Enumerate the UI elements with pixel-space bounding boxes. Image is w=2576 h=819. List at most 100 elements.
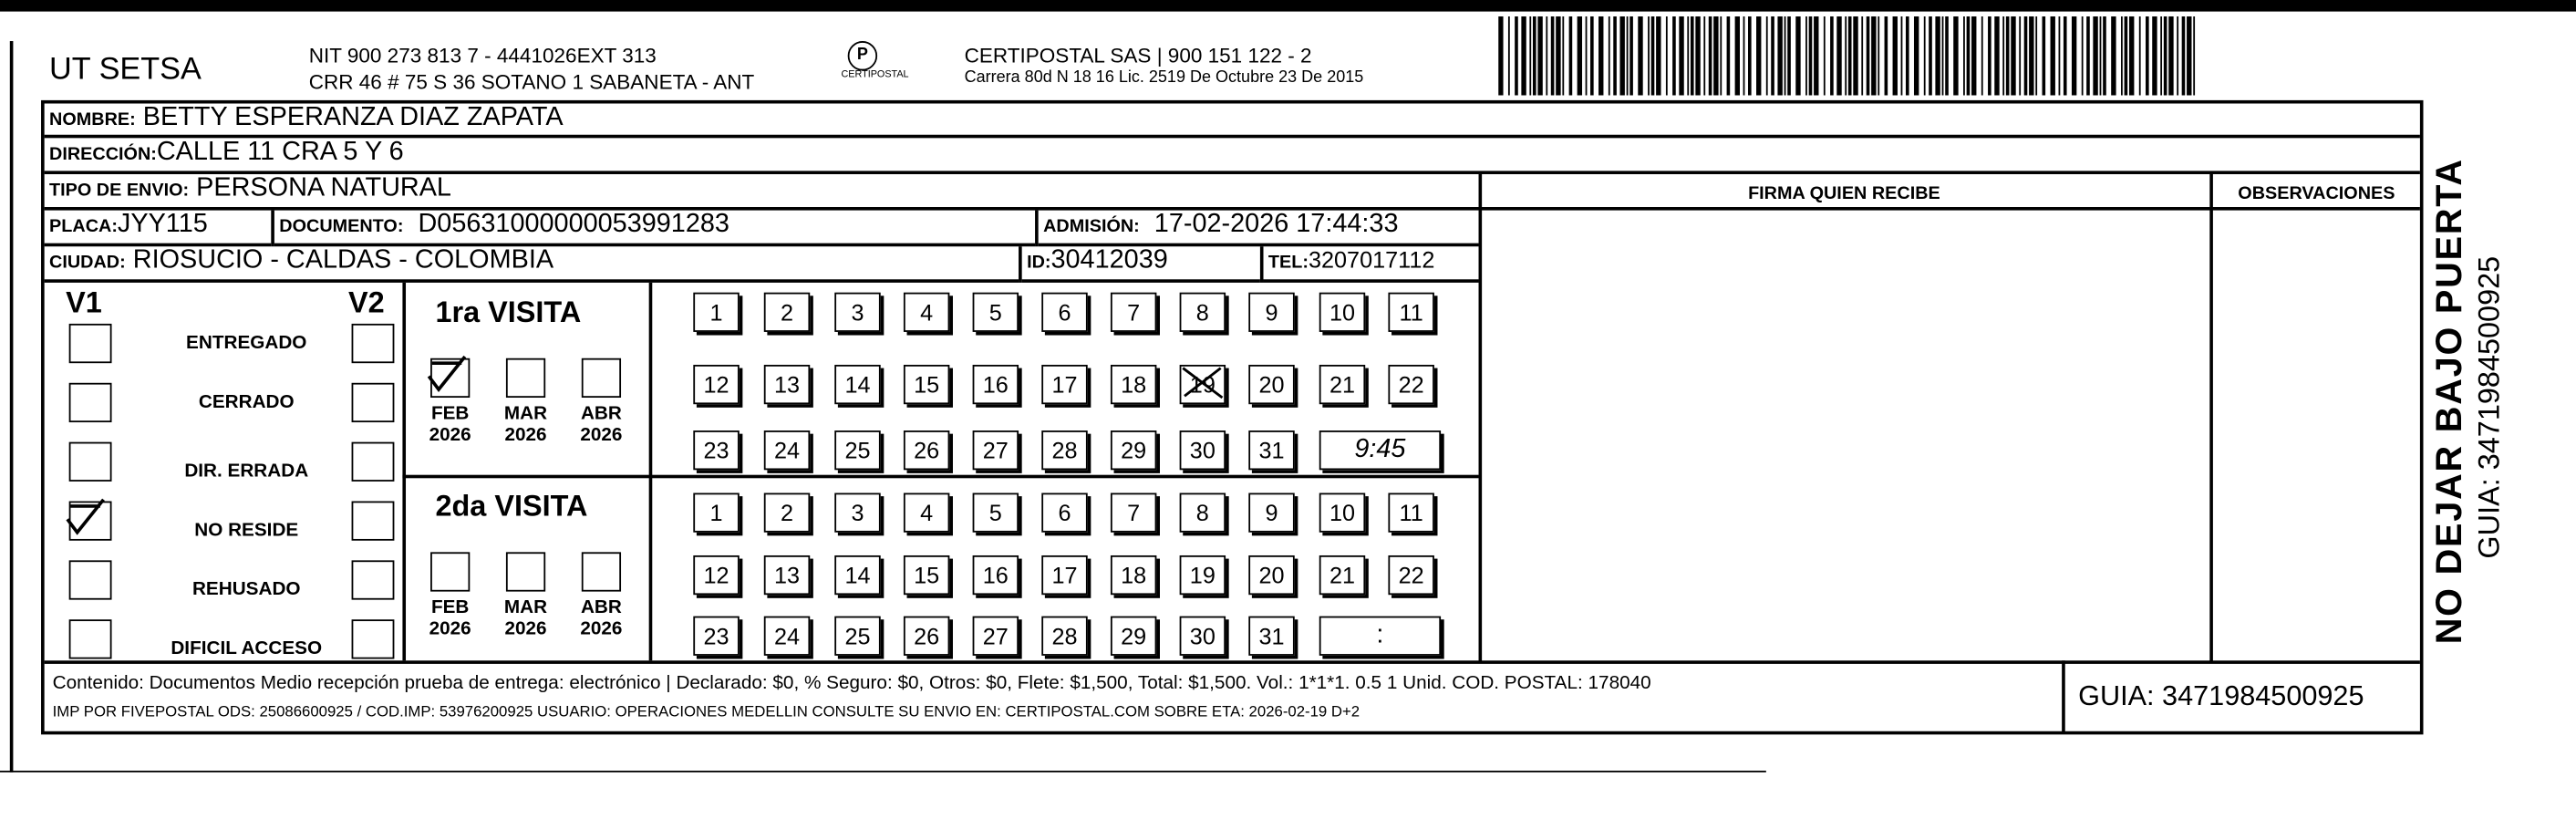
day-box-26[interactable]: 26 (903, 430, 950, 471)
day-box-4[interactable]: 4 (903, 492, 950, 533)
barcode-bar (1830, 16, 1834, 96)
day-box-27[interactable]: 27 (972, 616, 1019, 656)
day-box-11[interactable]: 11 (1388, 492, 1434, 533)
day-box-4[interactable]: 4 (903, 292, 950, 332)
side-guia: GUIA: 3471984500925 (2472, 255, 2506, 559)
v2-checkbox-0[interactable] (351, 323, 395, 364)
day-box-6[interactable]: 6 (1041, 492, 1088, 533)
day-box-19[interactable]: 19 (1179, 555, 1226, 596)
day-box-22[interactable]: 22 (1388, 555, 1434, 596)
day-box-6[interactable]: 6 (1041, 292, 1088, 332)
day-box-5[interactable]: 5 (972, 292, 1019, 332)
signature-area[interactable] (1479, 211, 2210, 661)
month-checkbox-feb[interactable] (427, 355, 471, 399)
day-box-24[interactable]: 24 (763, 430, 811, 471)
barcode-bar (2029, 16, 2034, 96)
visit-time-box[interactable]: : (1319, 616, 1442, 656)
day-box-16[interactable]: 16 (972, 555, 1019, 596)
day-box-26[interactable]: 26 (903, 616, 950, 656)
v1-checkbox-0[interactable] (68, 323, 112, 364)
day-box-9[interactable]: 9 (1248, 292, 1295, 332)
barcode-bar (1748, 16, 1752, 96)
day-box-24[interactable]: 24 (763, 616, 811, 656)
day-box-21[interactable]: 21 (1319, 555, 1366, 596)
month-checkbox-abr[interactable] (581, 552, 622, 592)
day-box-27[interactable]: 27 (972, 430, 1019, 471)
v1-checkbox-2[interactable] (68, 441, 112, 482)
day-box-14[interactable]: 14 (834, 364, 881, 405)
day-box-14[interactable]: 14 (834, 555, 881, 596)
day-box-12[interactable]: 12 (693, 555, 740, 596)
day-box-11[interactable]: 11 (1388, 292, 1434, 332)
barcode-bar (2002, 16, 2005, 96)
day-box-9[interactable]: 9 (1248, 492, 1295, 533)
cross-mark-icon (1182, 367, 1224, 399)
day-box-13[interactable]: 13 (763, 364, 811, 405)
check-mark-icon (427, 355, 467, 392)
v1-checkbox-4[interactable] (68, 560, 112, 600)
barcode-bar (1703, 16, 1706, 96)
barcode-bar (1577, 16, 1583, 96)
day-box-22[interactable]: 22 (1388, 364, 1434, 405)
v2-checkbox-4[interactable] (351, 560, 395, 600)
day-box-23[interactable]: 23 (693, 430, 740, 471)
day-box-25[interactable]: 25 (834, 430, 881, 471)
day-box-20[interactable]: 20 (1248, 555, 1295, 596)
day-box-28[interactable]: 28 (1041, 616, 1088, 656)
ciudad-cell: CIUDAD: RIOSUCIO - CALDAS - COLOMBIA (44, 246, 1019, 283)
month-checkbox-mar[interactable] (505, 552, 546, 592)
day-box-10[interactable]: 10 (1319, 292, 1366, 332)
day-box-3[interactable]: 3 (834, 292, 881, 332)
day-box-23[interactable]: 23 (693, 616, 740, 656)
day-box-30[interactable]: 30 (1179, 430, 1226, 471)
day-box-25[interactable]: 25 (834, 616, 881, 656)
day-box-12[interactable]: 12 (693, 364, 740, 405)
month-checkbox-abr[interactable] (581, 358, 622, 399)
day-box-7[interactable]: 7 (1110, 292, 1157, 332)
day-box-1[interactable]: 1 (693, 492, 740, 533)
day-box-15[interactable]: 15 (903, 364, 950, 405)
day-box-2[interactable]: 2 (763, 292, 811, 332)
observations-area[interactable] (2213, 211, 2420, 661)
v1-checkbox-3[interactable] (66, 498, 112, 541)
barcode-bar (1963, 16, 1965, 96)
day-box-18[interactable]: 18 (1110, 555, 1157, 596)
v2-checkbox-2[interactable] (351, 441, 395, 482)
day-box-29[interactable]: 29 (1110, 616, 1157, 656)
day-box-2[interactable]: 2 (763, 492, 811, 533)
day-box-29[interactable]: 29 (1110, 430, 1157, 471)
day-box-19[interactable]: 19 (1179, 364, 1226, 405)
carrier-info: CERTIPOSTAL SAS | 900 151 122 - 2 Carrer… (965, 43, 1364, 88)
v2-checkbox-1[interactable] (351, 382, 395, 423)
day-box-31[interactable]: 31 (1248, 430, 1295, 471)
day-box-7[interactable]: 7 (1110, 492, 1157, 533)
day-box-17[interactable]: 17 (1041, 364, 1088, 405)
day-box-17[interactable]: 17 (1041, 555, 1088, 596)
visit-time-box[interactable]: 9:45 (1319, 430, 1442, 471)
day-box-30[interactable]: 30 (1179, 616, 1226, 656)
day-box-13[interactable]: 13 (763, 555, 811, 596)
v1-checkbox-5[interactable] (68, 619, 112, 659)
month-label: ABR 2026 (580, 597, 623, 639)
day-box-15[interactable]: 15 (903, 555, 950, 596)
v1-checkbox-1[interactable] (68, 382, 112, 423)
day-box-28[interactable]: 28 (1041, 430, 1088, 471)
day-box-31[interactable]: 31 (1248, 616, 1295, 656)
day-box-3[interactable]: 3 (834, 492, 881, 533)
day-box-8[interactable]: 8 (1179, 292, 1226, 332)
day-box-5[interactable]: 5 (972, 492, 1019, 533)
day-box-8[interactable]: 8 (1179, 492, 1226, 533)
day-box-20[interactable]: 20 (1248, 364, 1295, 405)
day-box-1[interactable]: 1 (693, 292, 740, 332)
day-box-21[interactable]: 21 (1319, 364, 1366, 405)
barcode-bar (2124, 16, 2128, 96)
v2-checkbox-5[interactable] (351, 619, 395, 659)
day-box-16[interactable]: 16 (972, 364, 1019, 405)
id-label: ID: (1027, 253, 1051, 274)
barcode-bar (1913, 16, 1919, 96)
month-checkbox-feb[interactable] (430, 552, 471, 592)
day-box-18[interactable]: 18 (1110, 364, 1157, 405)
v2-checkbox-3[interactable] (351, 501, 395, 541)
day-box-10[interactable]: 10 (1319, 492, 1366, 533)
month-checkbox-mar[interactable] (505, 358, 546, 399)
